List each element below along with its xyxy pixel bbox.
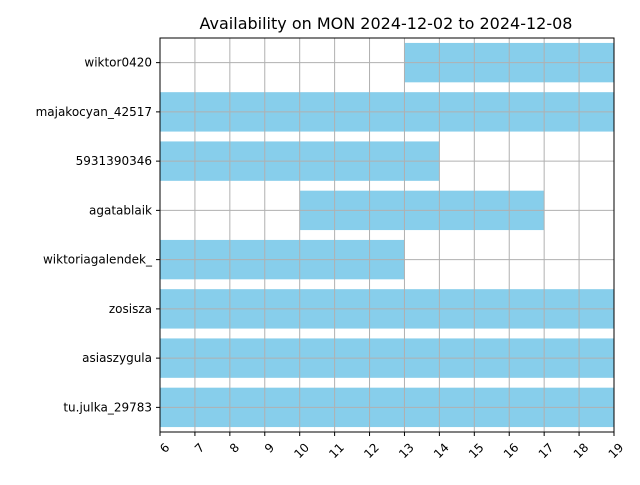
x-tick-label: 9 [262,440,277,455]
y-tick-label: asiaszygula [82,351,152,365]
x-tick-label: 15 [466,440,487,461]
y-tick-label: wiktor0420 [84,56,152,70]
plot-frame [159,37,615,433]
x-tick-label: 18 [571,440,592,461]
x-tick-label: 10 [291,440,312,461]
y-tick-label: tu.julka_29783 [63,400,152,414]
x-tick-label: 8 [227,440,242,455]
y-tick-label: majakocyan_42517 [36,105,152,119]
x-tick-label: 17 [536,440,557,461]
x-tick-label: 19 [606,440,627,461]
x-tick-label: 13 [396,440,417,461]
y-tick-label: agatablaik [89,203,152,217]
x-tick-label: 14 [431,440,452,461]
y-tick-label: zosisza [109,302,152,316]
y-tick-label: 5931390346 [76,154,152,168]
y-tick-label: wiktoriagalendek_ [43,253,153,267]
x-tick-label: 12 [361,440,382,461]
bars-layer [160,42,614,428]
x-tick-label: 7 [192,440,207,455]
x-tick-label: 11 [326,440,347,461]
x-tick-label: 16 [501,440,522,461]
chart-title: Availability on MON 2024-12-02 to 2024-1… [200,14,573,33]
x-tick-label: 6 [157,440,172,455]
y-axis: wiktor0420 majakocyan_42517 5931390346 agat… [36,56,160,414]
x-axis: 6 7 8 9 10 11 12 13 14 15 16 17 18 19 [157,432,626,461]
